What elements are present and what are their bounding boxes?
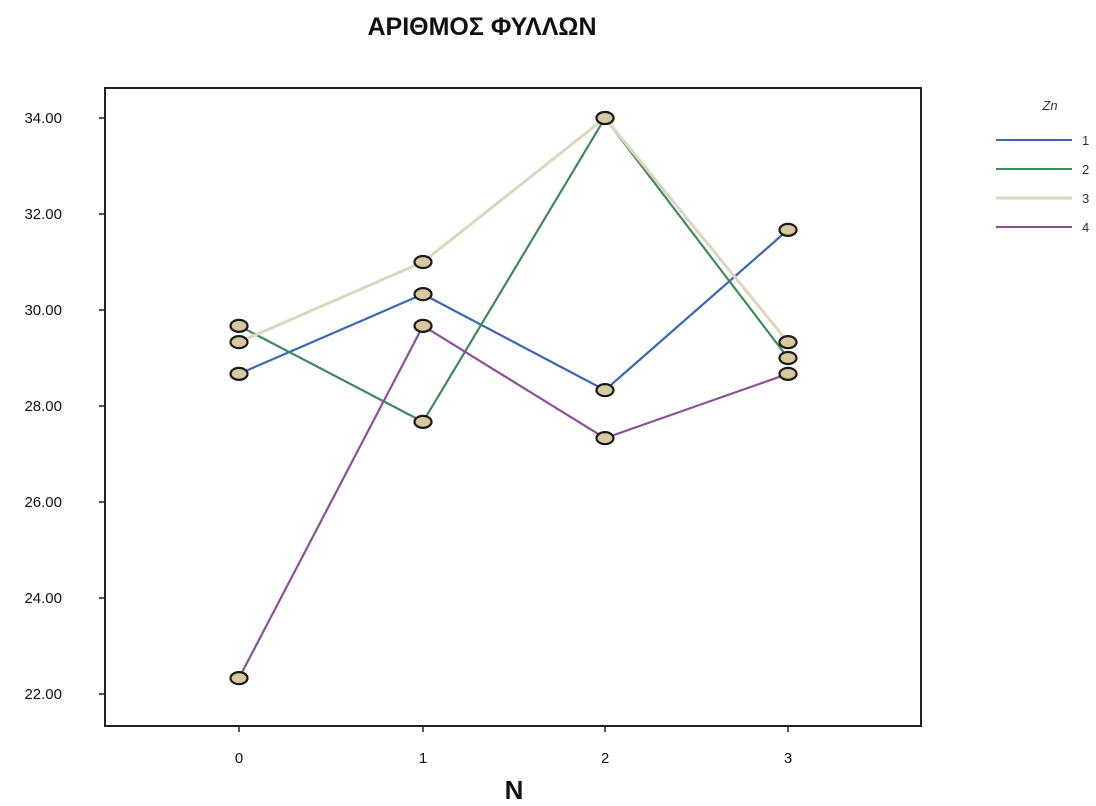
x-tick-label: 3 — [784, 750, 792, 767]
data-point-series-1 — [413, 287, 433, 302]
series-lines — [238, 116, 790, 679]
legend-label: 3 — [1082, 191, 1089, 206]
legend-label: 2 — [1082, 162, 1089, 177]
series-markers — [229, 110, 798, 686]
legend-label: 4 — [1082, 220, 1089, 235]
data-point-series-2 — [229, 318, 249, 333]
x-tick-label: 2 — [601, 750, 609, 767]
data-point-series-4 — [413, 318, 433, 333]
plot-area — [104, 87, 922, 727]
legend-item-3: 3 — [996, 191, 1089, 206]
data-point-series-3 — [595, 110, 615, 126]
chart-title: ΑΡΙΘΜΟΣ ΦΥΛΛΩΝ — [367, 13, 596, 41]
data-point-series-2 — [413, 414, 433, 429]
series-line-3 — [238, 116, 790, 344]
data-point-series-3 — [229, 335, 249, 350]
series-line-4 — [238, 324, 789, 679]
data-point-series-4 — [595, 431, 615, 446]
legend-item-4: 4 — [996, 220, 1089, 235]
data-point-series-3 — [778, 335, 798, 350]
data-point-series-1 — [778, 222, 798, 237]
legend-title: Zn — [1041, 98, 1057, 113]
x-axis: 0 1 2 3 — [235, 726, 792, 767]
x-tick-label: 0 — [235, 750, 243, 767]
legend-label: 1 — [1082, 133, 1089, 148]
y-tick-label: 28.00 — [24, 398, 62, 415]
y-axis: 22.00 24.00 26.00 28.00 30.00 32.00 34.00 — [24, 110, 105, 703]
series-line-2 — [238, 116, 789, 423]
x-axis-label: N — [505, 775, 524, 805]
data-point-series-1 — [595, 383, 615, 398]
y-tick-label: 24.00 — [24, 590, 62, 607]
data-point-series-4 — [778, 366, 798, 381]
x-tick-label: 1 — [419, 750, 427, 767]
data-point-series-4 — [229, 671, 249, 686]
legend-item-1: 1 — [996, 133, 1089, 148]
y-tick-label: 22.00 — [24, 686, 62, 703]
legend-item-2: 2 — [996, 162, 1089, 177]
y-tick-label: 32.00 — [24, 206, 62, 223]
y-tick-label: 30.00 — [24, 302, 62, 319]
series-line-1 — [238, 229, 789, 392]
y-tick-label: 34.00 — [24, 110, 62, 127]
data-point-series-3 — [413, 254, 433, 270]
legend: Zn 1 2 3 4 — [996, 98, 1089, 235]
y-tick-label: 26.00 — [24, 494, 62, 511]
legend-items: 1 2 3 4 — [996, 133, 1089, 235]
data-point-series-1 — [229, 366, 249, 381]
data-point-series-2 — [778, 350, 798, 366]
